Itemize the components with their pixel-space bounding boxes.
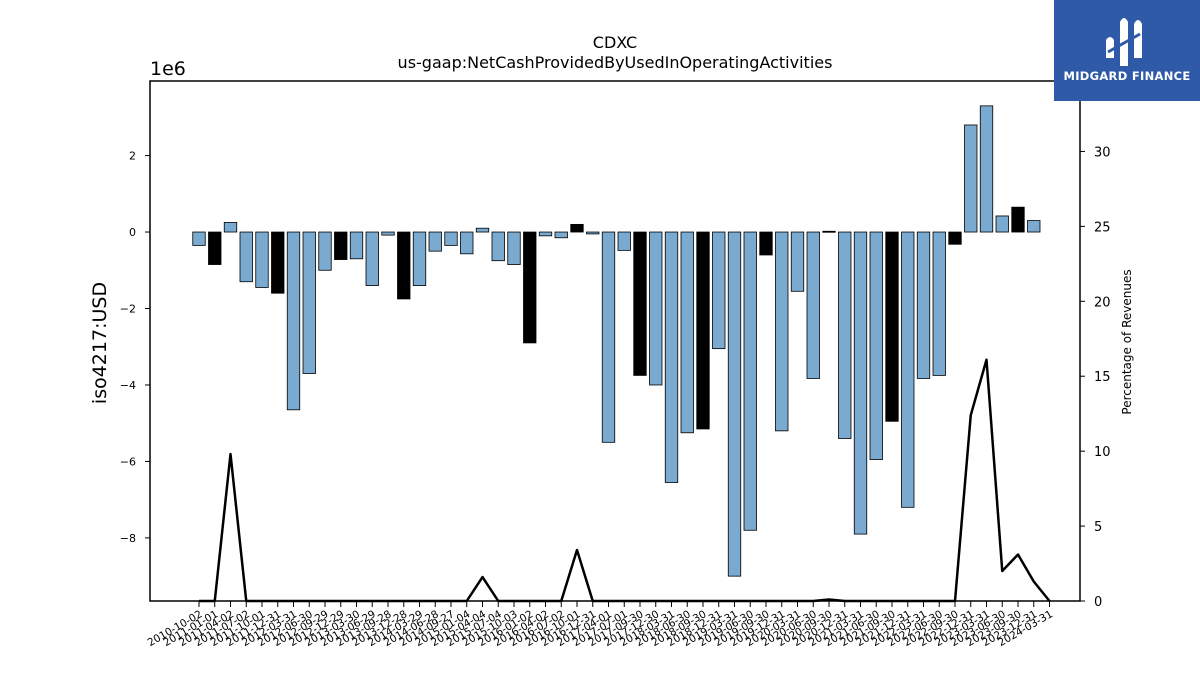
bar-2019-09-30 (759, 231, 773, 256)
bar-2015-07-04 (491, 231, 505, 262)
bar-2017-09-30 (633, 231, 647, 376)
bar-2019-06-30 (743, 231, 757, 531)
bar-2018-03-31 (664, 231, 679, 483)
y-tick-label: 2 (129, 150, 136, 163)
bar-2019-03-31 (727, 231, 742, 577)
bar-2013-03-30 (349, 231, 364, 260)
plot-frame (149, 80, 1081, 602)
bar-2014-09-27 (444, 231, 458, 246)
bar-2013-09-28 (381, 231, 395, 236)
chart-subtitle: us-gaap:NetCashProvidedByUsedInOperating… (398, 53, 833, 72)
bar-2014-12-27 (460, 231, 474, 255)
bar-2014-03-29 (412, 231, 427, 286)
y2-tick-label: 5 (1094, 520, 1102, 535)
bar-2017-07-01 (617, 231, 631, 251)
y2-tick-label: 15 (1094, 370, 1111, 385)
bar-2011-01-01 (208, 231, 222, 265)
y-axis-label: iso4217:USD (89, 282, 111, 404)
bars-group (192, 105, 1041, 577)
percentage-line-group (199, 358, 1051, 603)
bar-2022-03-31 (916, 231, 931, 379)
bar-2016-01-02 (523, 231, 537, 344)
bar-2016-04-02 (538, 231, 553, 237)
brand-name: MIDGARD FINANCE (1063, 69, 1191, 83)
bar-2011-10-01 (255, 231, 269, 288)
y-tick-label: −4 (120, 379, 136, 392)
y-tick-label: −8 (120, 532, 136, 545)
brand-mark-icon (1106, 18, 1142, 66)
bar-2023-12-31 (1027, 220, 1041, 233)
bar-2014-06-28 (428, 231, 442, 252)
bar-2020-03-31 (790, 231, 805, 292)
bar-2017-12-30 (649, 231, 663, 386)
y-ticks-group: 2 0 −2 −4 −6 −8 (120, 150, 150, 545)
y2-tick-label: 10 (1094, 445, 1111, 460)
bar-2012-06-30 (302, 231, 316, 374)
y2-tick-label: 20 (1094, 295, 1111, 310)
bar-2020-09-30 (822, 230, 836, 233)
bar-2021-06-30 (869, 231, 883, 460)
bar-2021-09-30 (885, 231, 899, 422)
bar-2023-09-30 (1011, 206, 1025, 233)
bar-2013-12-28 (397, 231, 411, 300)
bar-2016-07-02 (554, 231, 568, 239)
bar-2021-03-31 (853, 231, 868, 535)
bar-2011-12-31 (271, 231, 285, 294)
bar-2022-09-30 (948, 231, 962, 245)
bar-2011-04-02 (223, 222, 238, 233)
bar-2022-12-31 (964, 124, 978, 233)
bar-2023-06-30 (995, 215, 1009, 233)
x-ticks-group: 2010-10-022011-01-012011-04-022011-07-02… (146, 601, 1055, 649)
y2-tick-label: 25 (1094, 220, 1111, 235)
y2-axis-label: Percentage of Revenues (1120, 269, 1134, 414)
bar-2022-06-30 (932, 231, 946, 376)
bar-2016-10-01 (570, 223, 584, 233)
bar-2011-07-02 (239, 231, 253, 283)
y2-ticks-group: 0 5 10 15 20 25 30 (1080, 145, 1111, 610)
y-tick-label: −2 (120, 303, 136, 316)
bar-2013-06-29 (365, 231, 379, 286)
bar-2012-09-29 (318, 231, 332, 271)
bar-2018-12-31 (712, 231, 726, 350)
bar-2016-12-31 (586, 231, 600, 235)
bar-2020-12-31 (838, 231, 852, 439)
brand-logo: MIDGARD FINANCE (1054, 0, 1200, 101)
y-offset-label: 1e6 (150, 58, 186, 80)
bar-2023-03-31 (979, 105, 994, 233)
y2-tick-label: 0 (1094, 595, 1102, 610)
y-tick-label: −6 (120, 455, 136, 468)
bar-2021-12-31 (901, 231, 915, 508)
bar-2018-09-30 (696, 231, 710, 430)
bar-2018-06-30 (680, 231, 694, 434)
bar-2020-06-30 (806, 231, 820, 379)
y-tick-label: 0 (129, 226, 136, 239)
y2-tick-label: 30 (1094, 145, 1111, 160)
bar-2017-04-01 (601, 231, 616, 443)
bar-2012-12-29 (334, 231, 348, 260)
bar-2015-10-03 (507, 231, 521, 265)
chart-title: CDXC (593, 33, 637, 52)
bar-2010-10-02 (192, 231, 206, 246)
percentage-line (199, 358, 1051, 603)
bar-2012-03-31 (286, 231, 301, 411)
bar-2019-12-31 (775, 231, 789, 432)
bar-2015-04-04 (475, 227, 490, 233)
